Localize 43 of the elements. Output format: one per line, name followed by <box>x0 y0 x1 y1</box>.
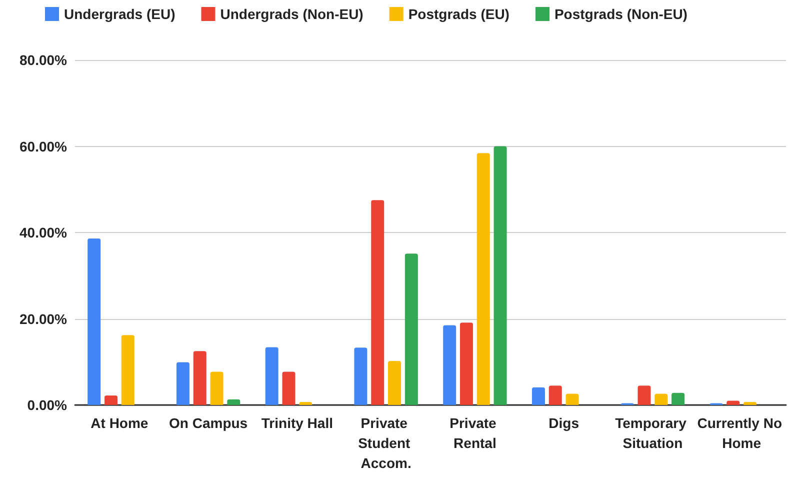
bar <box>227 399 240 405</box>
bar <box>282 372 296 405</box>
bar <box>193 351 206 405</box>
bar <box>388 361 402 405</box>
bar <box>299 402 312 405</box>
x-tick-label: Temporary Situation <box>615 415 690 451</box>
bar <box>210 372 224 405</box>
bar <box>726 400 740 405</box>
x-tick-label: Currently No Home <box>697 415 786 451</box>
bar <box>371 200 384 405</box>
bar <box>460 322 473 405</box>
y-tick-label: 60.00% <box>20 138 68 154</box>
bar <box>265 347 278 405</box>
x-tick-label: At Home <box>90 415 148 431</box>
x-tick-label: Trinity Hall <box>261 415 333 431</box>
bar <box>638 386 651 405</box>
legend-label: Postgrads (Non-EU) <box>554 6 688 22</box>
y-tick-label: 20.00% <box>20 310 68 327</box>
bar <box>443 325 456 405</box>
y-tick-label: 40.00% <box>20 224 68 240</box>
bar <box>566 394 579 405</box>
y-tick-label: 80.00% <box>20 52 68 68</box>
x-tick-label: Private Rental <box>450 415 500 451</box>
bar <box>121 335 134 405</box>
bar <box>176 362 190 405</box>
bar <box>744 402 757 405</box>
y-tick-label: 0.00% <box>27 397 68 413</box>
bar <box>494 146 507 405</box>
bar <box>88 238 101 405</box>
x-tick-label: On Campus <box>169 415 248 431</box>
bar <box>532 387 545 405</box>
bar <box>476 153 490 405</box>
bar <box>354 348 368 405</box>
bar <box>654 394 668 405</box>
x-tick-label: Private Student Accom. <box>358 415 414 471</box>
legend-label: Undergrads (Non-EU) <box>220 6 364 22</box>
legend-label: Postgrads (EU) <box>408 6 510 22</box>
bar <box>104 396 118 405</box>
x-tick-label: Digs <box>548 415 580 431</box>
bar <box>672 392 685 405</box>
legend-label: Undergrads (EU) <box>64 6 176 22</box>
bar <box>548 386 562 405</box>
bar <box>404 254 418 405</box>
